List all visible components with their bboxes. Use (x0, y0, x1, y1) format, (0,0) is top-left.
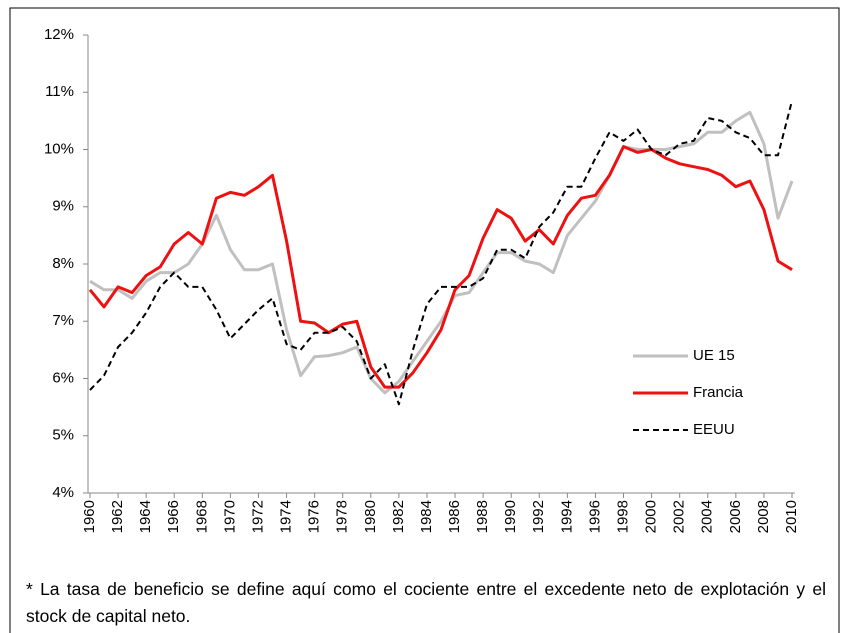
y-tick-label: 6% (52, 369, 74, 386)
x-tick-label: 1974 (278, 500, 295, 533)
x-tick-label: 2010 (783, 500, 800, 533)
x-tick-label: 1988 (474, 500, 491, 533)
legend-label: UE 15 (693, 347, 735, 364)
series-line (89, 100, 793, 406)
x-tick-label: 1970 (221, 500, 238, 533)
x-tick-label: 1976 (306, 500, 323, 533)
x-tick-label: 1984 (418, 500, 435, 533)
x-tick-label: 1972 (249, 500, 266, 533)
x-tick-label: 1980 (362, 500, 379, 533)
x-tick-label: 1966 (165, 500, 182, 533)
x-tick-label: 1964 (137, 500, 154, 533)
y-tick-label: 5% (52, 427, 74, 444)
x-tick-label: 1986 (446, 500, 463, 533)
x-tick-label: 1982 (390, 500, 407, 533)
x-tick-label: 1994 (558, 500, 575, 533)
x-tick-label: 1960 (81, 500, 98, 533)
legend-label: EEUU (693, 421, 735, 438)
x-tick-label: 2008 (755, 500, 772, 533)
y-tick-label: 10% (44, 140, 74, 157)
x-tick-label: 2006 (727, 500, 744, 533)
y-tick-label: 11% (45, 83, 74, 100)
y-tick-label: 9% (52, 198, 74, 215)
x-tick-label: 1996 (586, 500, 603, 533)
x-tick-label: 2002 (671, 500, 688, 533)
x-tick-label: 2000 (643, 500, 660, 533)
x-tick-label: 1978 (334, 500, 351, 533)
x-tick-label: 1968 (193, 500, 210, 533)
y-tick-label: 7% (52, 312, 74, 329)
y-tick-label: 12% (44, 26, 74, 43)
y-tick-label: 4% (52, 484, 74, 501)
series-line (89, 110, 794, 395)
frame (9, 7, 840, 633)
x-tick-label: 1998 (614, 500, 631, 533)
x-tick-label: 1990 (502, 500, 519, 533)
series-line (88, 145, 793, 389)
footnote: * La tasa de beneficio se define aquí co… (26, 579, 826, 626)
x-tick-label: 2004 (699, 500, 716, 533)
x-tick-label: 1962 (109, 500, 126, 533)
legend-label: Francia (693, 384, 744, 401)
y-tick-label: 8% (52, 255, 74, 272)
x-tick-label: 1992 (530, 500, 547, 533)
